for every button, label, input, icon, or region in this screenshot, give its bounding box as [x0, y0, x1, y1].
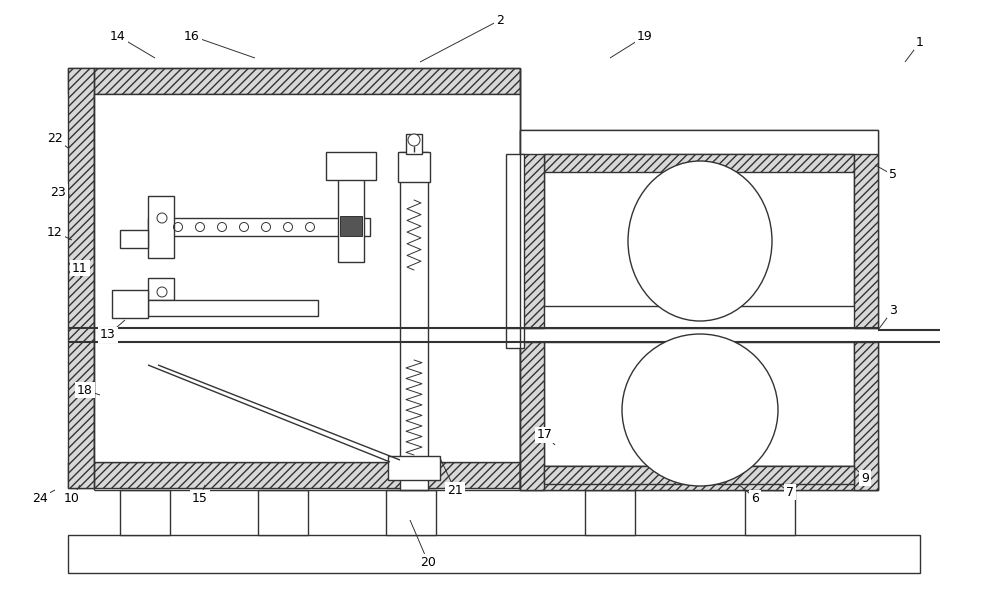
Bar: [68, 68, 94, 488]
Bar: [148, 300, 318, 316]
Text: 21: 21: [447, 483, 463, 497]
Text: 13: 13: [100, 328, 116, 342]
Text: 18: 18: [77, 384, 93, 396]
Ellipse shape: [408, 134, 420, 146]
Text: 20: 20: [420, 556, 436, 568]
Text: 10: 10: [64, 491, 80, 505]
Bar: [745, 490, 795, 535]
Bar: [520, 342, 544, 490]
Bar: [120, 230, 148, 248]
Text: 1: 1: [916, 35, 924, 49]
Bar: [544, 466, 854, 484]
Bar: [258, 490, 308, 535]
Bar: [520, 466, 878, 490]
Bar: [68, 68, 520, 94]
Bar: [520, 130, 878, 154]
Text: 19: 19: [637, 30, 653, 43]
Ellipse shape: [622, 334, 778, 486]
Bar: [585, 490, 635, 535]
Bar: [338, 158, 364, 262]
Text: 7: 7: [786, 486, 794, 499]
Text: 3: 3: [889, 303, 897, 317]
Bar: [854, 342, 878, 490]
Text: 9: 9: [861, 471, 869, 485]
Bar: [68, 462, 520, 488]
Text: 17: 17: [537, 429, 553, 441]
Bar: [388, 456, 440, 480]
Bar: [68, 535, 920, 573]
Bar: [520, 342, 878, 490]
Text: 11: 11: [72, 261, 88, 274]
Text: 22: 22: [47, 131, 63, 145]
Bar: [340, 216, 362, 236]
Text: 16: 16: [184, 30, 200, 43]
Text: 14: 14: [110, 30, 126, 43]
Bar: [506, 328, 524, 348]
Bar: [400, 152, 428, 490]
Bar: [398, 152, 430, 182]
Bar: [148, 278, 174, 300]
Bar: [120, 490, 170, 535]
Bar: [544, 154, 854, 306]
Bar: [506, 154, 524, 328]
Bar: [148, 196, 174, 258]
Text: 23: 23: [50, 185, 66, 198]
Text: 12: 12: [47, 226, 63, 238]
Bar: [406, 134, 422, 154]
Text: 5: 5: [889, 168, 897, 182]
Text: 2: 2: [496, 13, 504, 27]
Bar: [148, 218, 370, 236]
Bar: [326, 152, 376, 180]
Bar: [94, 94, 520, 462]
Ellipse shape: [628, 161, 772, 321]
Bar: [386, 490, 436, 535]
Text: 6: 6: [751, 491, 759, 505]
Bar: [854, 154, 878, 328]
Bar: [520, 130, 878, 328]
Bar: [544, 154, 854, 172]
Bar: [520, 154, 544, 328]
Text: 24: 24: [32, 491, 48, 505]
Text: 15: 15: [192, 491, 208, 505]
Bar: [112, 290, 148, 318]
Bar: [544, 342, 854, 466]
